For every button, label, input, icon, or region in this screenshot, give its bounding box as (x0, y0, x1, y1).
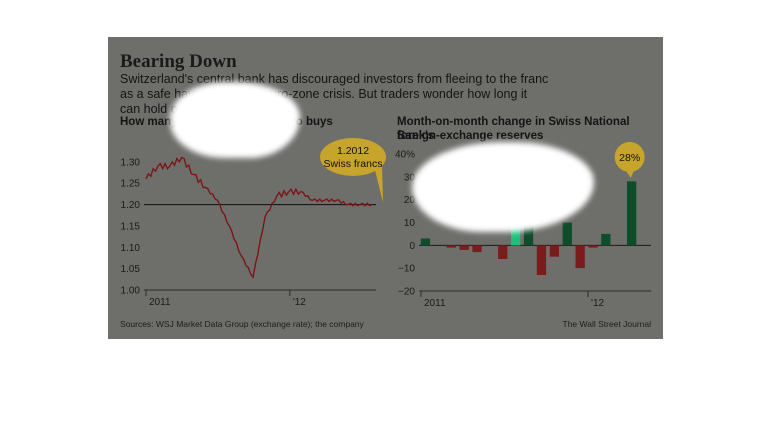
bar-x-tick-label: '12 (591, 298, 604, 309)
bar-x-tick-label: 2011 (424, 298, 446, 309)
annotation-bubble (320, 138, 386, 176)
bar (562, 222, 572, 246)
annotation-value: 28% (619, 152, 640, 164)
line-y-tick-label: 1.20 (121, 200, 141, 211)
line-y-tick-label: 1.00 (121, 286, 141, 297)
bar (588, 245, 598, 248)
bar-y-tick-label: 10 (404, 218, 416, 229)
bar-y-tick-label: −20 (398, 287, 415, 298)
bar (549, 245, 559, 257)
bar-y-tick-label: −10 (398, 264, 415, 275)
line-x-tick-label: '12 (293, 297, 306, 308)
annotation-value: 1.2012 (337, 145, 369, 157)
bar (536, 245, 547, 275)
bar-y-tick-label: 40% (395, 150, 415, 161)
line-y-tick-label: 1.25 (121, 179, 141, 190)
bar (498, 245, 508, 259)
bar-y-tick-label: 20 (404, 195, 416, 206)
bar (446, 245, 456, 248)
line-y-tick-label: 1.15 (121, 221, 141, 232)
bar (472, 245, 482, 253)
bar-chart-title-line1: Month-on-month change in Swiss National … (397, 116, 630, 142)
annotation-pointer (625, 169, 635, 178)
bar (627, 181, 637, 246)
scribble-mark (170, 82, 300, 158)
bar-y-tick-label: 0 (409, 241, 415, 252)
bar (601, 233, 611, 246)
bar (523, 220, 534, 246)
annotation-bubble (614, 142, 645, 172)
annotation-pointer (375, 163, 383, 203)
bar (575, 245, 585, 269)
bar-y-tick-label: 30 (404, 172, 416, 183)
exchange-rate-line (145, 156, 373, 279)
exchange-rate-line-chart: 1.30 1.25 1.20 1.15 1.10 1.05 1.00 2011 '12 1.201… (121, 138, 386, 308)
bar (459, 245, 469, 250)
publisher-credit: The Wall Street Journal (562, 319, 652, 329)
graphic-title: Bearing Down (120, 51, 237, 72)
line-y-tick-label: 1.05 (121, 264, 141, 275)
line-x-tick-label: 2011 (149, 297, 171, 308)
line-y-tick-label: 1.30 (121, 157, 141, 168)
bar-chart-title-line2: foreign-exchange reserves (397, 130, 544, 142)
annotation-unit: Swiss francs (324, 158, 383, 170)
bar (420, 238, 431, 246)
source-note: Sources: WSJ Market Data Group (exchange… (120, 319, 364, 329)
scribble-mark (412, 142, 594, 232)
line-y-tick-label: 1.10 (121, 243, 141, 254)
